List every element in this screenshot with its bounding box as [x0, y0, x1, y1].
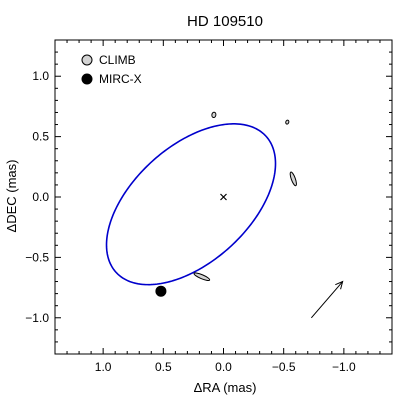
y-tick-label: −0.5 [25, 250, 49, 264]
chart-title: HD 109510 [187, 13, 263, 30]
direction-arrow [310, 281, 344, 319]
y-tick-label: 0.0 [32, 190, 49, 204]
direction-arrow-head [335, 280, 344, 290]
orbit-curve [105, 123, 277, 286]
mirc-x-point [155, 285, 167, 297]
plot-area [105, 111, 344, 319]
x-tick-label: 0.0 [215, 360, 232, 374]
y-tick-label: −1.0 [25, 311, 49, 325]
climb-point [211, 111, 217, 119]
climb-point [289, 171, 297, 187]
legend-label-climb: CLIMB [99, 53, 136, 67]
y-tick-label: 0.5 [32, 130, 49, 144]
x-tick-label: −0.5 [272, 360, 296, 374]
climb-point [193, 272, 211, 281]
x-tick-label: −1.0 [332, 360, 356, 374]
x-tick-label: 1.0 [95, 360, 112, 374]
climb-point [285, 119, 290, 125]
x-tick-label: 0.5 [155, 360, 172, 374]
x-axis-label: ΔRA (mas) [194, 380, 257, 395]
legend: CLIMB MIRC-X [81, 53, 142, 86]
y-axis-ticks: 1.0 0.5 0.0 −0.5 −1.0 [25, 51, 392, 343]
primary-star-marker [220, 193, 227, 201]
legend-marker-mirc-x [81, 73, 93, 85]
legend-label-mirc-x: MIRC-X [99, 72, 142, 86]
legend-marker-climb [81, 54, 93, 66]
y-tick-label: 1.0 [32, 69, 49, 83]
x-axis-ticks: 1.0 0.5 0.0 −0.5 −1.0 [66, 40, 381, 374]
y-axis-label: ΔDEC (mas) [4, 160, 19, 233]
